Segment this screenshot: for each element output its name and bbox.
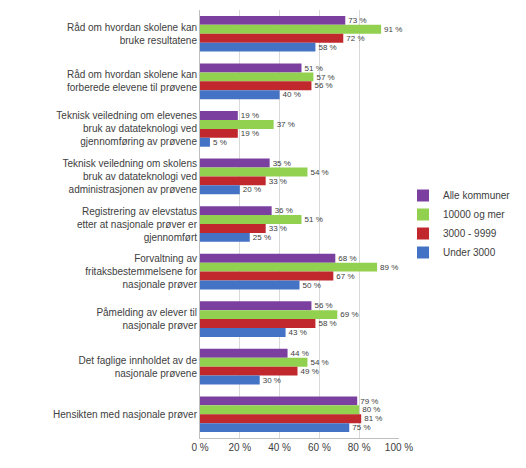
- svg-text:56 %: 56 %: [314, 81, 332, 90]
- svg-text:5 %: 5 %: [213, 138, 227, 147]
- svg-text:Forvaltning avfritaksbestemmel: Forvaltning avfritaksbestemmelsene forna…: [85, 253, 197, 290]
- svg-text:91 %: 91 %: [384, 25, 402, 34]
- svg-text:50 %: 50 %: [303, 281, 321, 290]
- svg-text:40 %: 40 %: [283, 90, 301, 99]
- svg-text:40 %: 40 %: [268, 442, 291, 453]
- svg-text:37 %: 37 %: [277, 120, 295, 129]
- svg-text:Registrering av elevstatusette: Registrering av elevstatusetter at nasjo…: [77, 206, 198, 243]
- svg-text:25 %: 25 %: [253, 233, 271, 242]
- svg-text:58 %: 58 %: [318, 319, 336, 328]
- svg-text:19 %: 19 %: [241, 129, 259, 138]
- svg-text:Teknisk veiledning om skolensb: Teknisk veiledning om skolensbruk av dat…: [62, 158, 197, 195]
- svg-text:68 %: 68 %: [338, 254, 356, 263]
- svg-text:44 %: 44 %: [291, 349, 309, 358]
- svg-text:54 %: 54 %: [310, 358, 328, 367]
- svg-text:35 %: 35 %: [273, 159, 291, 168]
- svg-text:Påmelding av elever tilnasjona: Påmelding av elever tilnasjonale prøver: [96, 307, 197, 331]
- svg-text:73 %: 73 %: [348, 16, 366, 25]
- svg-text:58 %: 58 %: [318, 43, 336, 52]
- svg-text:43 %: 43 %: [289, 328, 307, 337]
- svg-text:56 %: 56 %: [314, 301, 332, 310]
- svg-text:57 %: 57 %: [316, 73, 334, 82]
- svg-text:79 %: 79 %: [360, 397, 378, 406]
- svg-text:49 %: 49 %: [301, 367, 319, 376]
- svg-text:Det faglige innholdet av denas: Det faglige innholdet av denasjonale prø…: [79, 355, 198, 379]
- svg-text:Under 3000: Under 3000: [443, 247, 496, 258]
- svg-text:67 %: 67 %: [336, 272, 354, 281]
- svg-text:20 %: 20 %: [228, 442, 251, 453]
- svg-text:19 %: 19 %: [241, 111, 259, 120]
- svg-text:0 %: 0 %: [191, 442, 208, 453]
- svg-text:81 %: 81 %: [364, 414, 382, 423]
- svg-text:30 %: 30 %: [263, 376, 281, 385]
- svg-text:20 %: 20 %: [243, 185, 261, 194]
- svg-text:100 %: 100 %: [385, 442, 413, 453]
- svg-text:33 %: 33 %: [269, 177, 287, 186]
- svg-text:Råd om hvordan skolene kanforb: Råd om hvordan skolene kanforberede elev…: [67, 69, 198, 93]
- svg-text:80 %: 80 %: [362, 405, 380, 414]
- svg-text:80 %: 80 %: [348, 442, 371, 453]
- svg-text:54 %: 54 %: [310, 168, 328, 177]
- svg-text:Råd om hvordan skolene kanbruk: Råd om hvordan skolene kanbruke resultat…: [67, 22, 198, 46]
- svg-text:36 %: 36 %: [275, 206, 293, 215]
- svg-text:72 %: 72 %: [346, 34, 364, 43]
- svg-text:51 %: 51 %: [304, 215, 322, 224]
- svg-text:51 %: 51 %: [304, 64, 322, 73]
- svg-text:3000 - 9999: 3000 - 9999: [443, 228, 497, 239]
- svg-text:Alle kommuner: Alle kommuner: [443, 190, 510, 201]
- svg-text:33 %: 33 %: [269, 224, 287, 233]
- svg-text:10000 og mer: 10000 og mer: [443, 209, 505, 220]
- svg-text:60 %: 60 %: [308, 442, 331, 453]
- svg-text:75 %: 75 %: [352, 423, 370, 432]
- svg-text:Teknisk veiledning om elevenes: Teknisk veiledning om elevenesbruk av da…: [56, 110, 197, 147]
- svg-text:Hensikten med nasjonale prøver: Hensikten med nasjonale prøver: [53, 409, 198, 420]
- svg-text:89 %: 89 %: [380, 263, 398, 272]
- svg-text:69 %: 69 %: [340, 310, 358, 319]
